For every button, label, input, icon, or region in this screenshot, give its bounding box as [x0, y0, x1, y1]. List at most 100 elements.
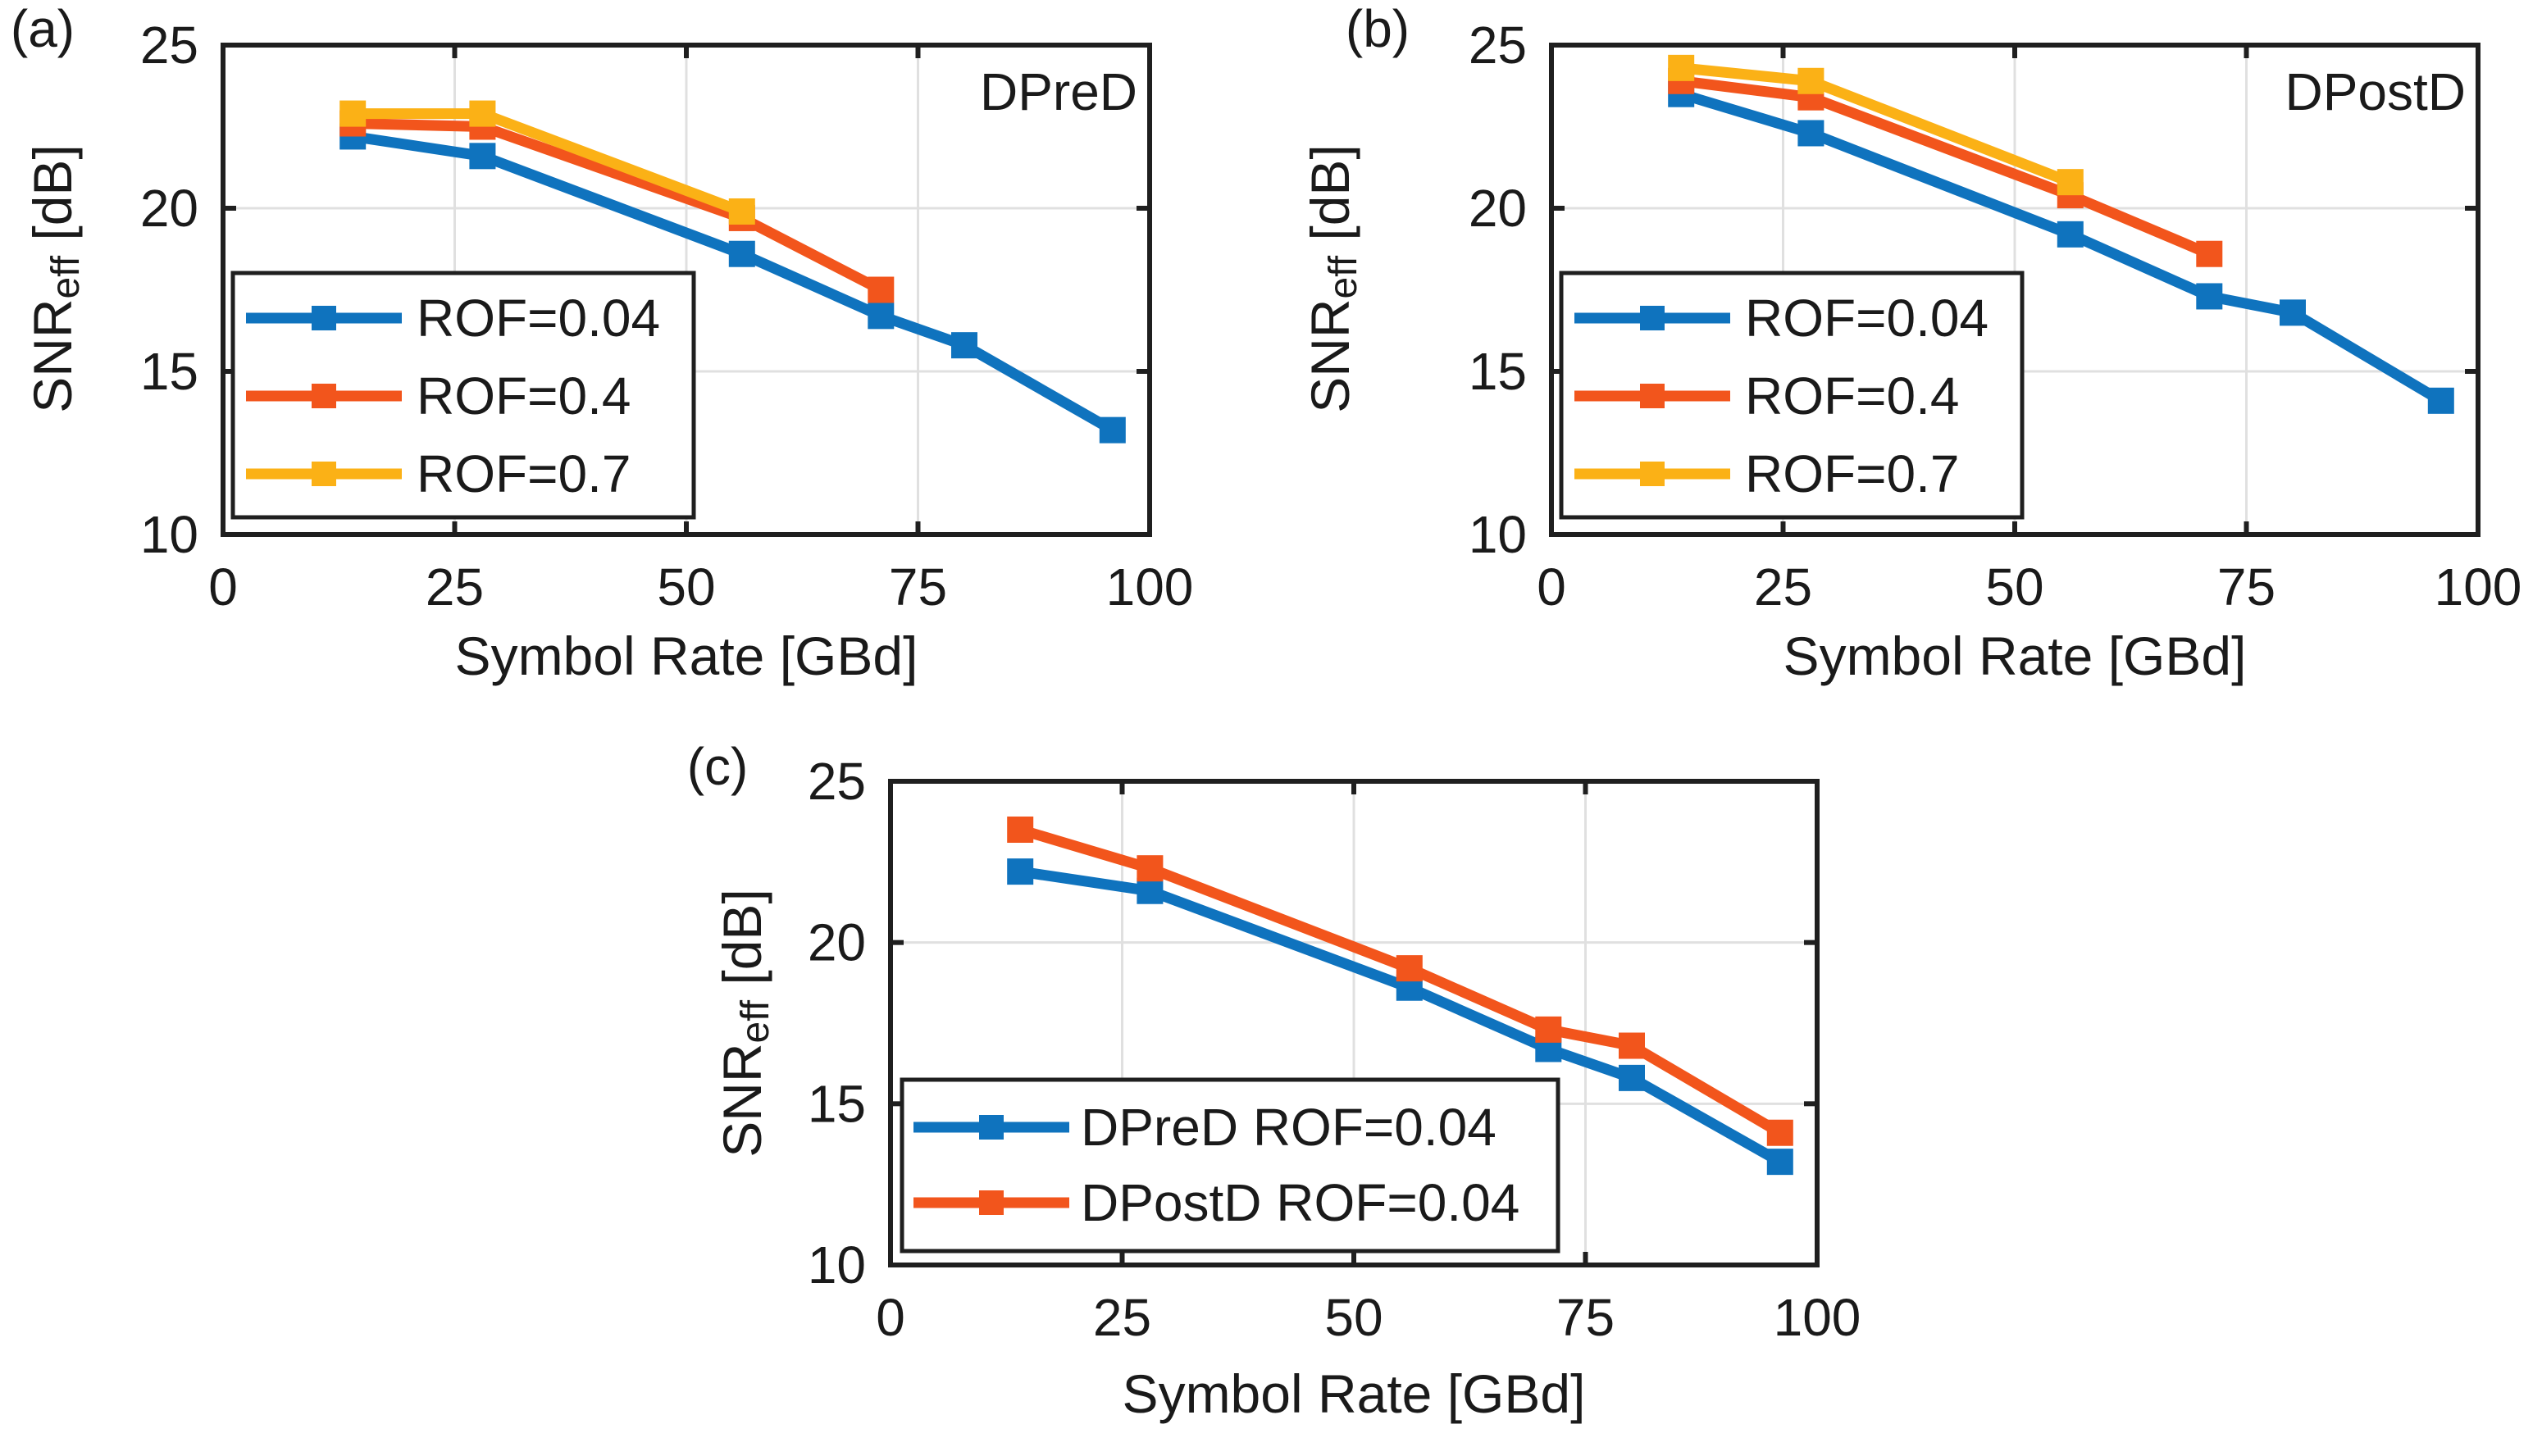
series-marker-DPostD ROF=0.04 [1007, 817, 1034, 843]
series-marker-ROF=0.7 [469, 100, 496, 127]
series-marker-ROF=0.04 [728, 240, 755, 267]
series-line-ROF=0.04 [352, 131, 1116, 435]
series-marker-ROF=0.04 [2280, 299, 2306, 326]
y-tick-label-25: 25 [140, 16, 198, 75]
series-marker-ROF=0.4 [868, 276, 895, 303]
series-marker-DPostD ROF=0.04 [1396, 955, 1423, 982]
legend-sample-marker-ROF=0.7 [1640, 462, 1665, 486]
ylabel-main: SNR [712, 1043, 772, 1157]
y-tick-label-10: 10 [808, 1235, 866, 1294]
legend-sample-marker-ROF=0.7 [312, 462, 336, 486]
series-line-ROF=0.4 [1680, 75, 2212, 259]
legend-sample-marker-ROF=0.04 [312, 306, 336, 330]
panel-b-xaxis-label: Symbol Rate [GBd] [1784, 626, 2247, 686]
series-marker-ROF=0.04 [2196, 283, 2223, 310]
series-marker-ROF=0.04 [469, 143, 496, 170]
x-tick-label-25: 25 [1754, 557, 1812, 617]
series-marker-DPostD ROF=0.04 [1619, 1032, 1645, 1059]
series-marker-DPostD ROF=0.04 [1766, 1119, 1793, 1146]
panel-c-letter: (c) [687, 737, 749, 796]
legend-box [900, 1077, 1560, 1254]
ylabel-unit: [dB] [22, 144, 83, 256]
panel-c-yaxis-label: SNReff [dB] [712, 889, 777, 1158]
x-tick-label-25: 25 [1093, 1288, 1151, 1347]
ylabel-main: SNR [22, 298, 83, 412]
series-marker-DPreD ROF=0.04 [1007, 858, 1034, 885]
x-tick-label-75: 75 [889, 557, 947, 617]
y-tick-label-15: 15 [140, 342, 198, 401]
x-tick-label-75: 75 [2217, 557, 2276, 617]
series-marker-DPostD ROF=0.04 [1535, 1016, 1562, 1043]
legend-entry-label-ROF=0.04: ROF=0.04 [417, 289, 660, 348]
panel-a-xaxis-label: Symbol Rate [GBd] [455, 626, 918, 686]
series-marker-ROF=0.04 [868, 303, 895, 330]
ylabel-main: SNR [1300, 298, 1360, 412]
ylabel-subscript: eff [734, 999, 777, 1043]
panel-a-title: DPreD [980, 62, 1137, 121]
legend-entry-label-DPreD ROF=0.04: DPreD ROF=0.04 [1081, 1098, 1496, 1157]
series-marker-ROF=0.04 [2427, 387, 2454, 414]
legend-sample-marker-ROF=0.04 [1640, 306, 1665, 330]
x-tick-label-25: 25 [426, 557, 484, 617]
series-marker-ROF=0.7 [339, 100, 367, 127]
y-tick-label-20: 20 [808, 913, 866, 972]
series-marker-ROF=0.04 [951, 332, 977, 359]
series-marker-ROF=0.4 [2196, 240, 2223, 267]
legend-entry-label-ROF=0.4: ROF=0.4 [1745, 366, 1959, 425]
panel-b-letter: (b) [1346, 0, 1410, 58]
ylabel-subscript: eff [1322, 255, 1365, 298]
panel-a-letter: (a) [11, 0, 75, 58]
x-tick-label-0: 0 [208, 557, 238, 617]
legend-entry-label-ROF=0.4: ROF=0.4 [417, 366, 631, 425]
series-marker-DPreD ROF=0.04 [1619, 1064, 1645, 1091]
series-marker-ROF=0.04 [2057, 221, 2084, 248]
panel-b: 0 25 50 75 100 10 15 20 25 ROF=0.04 ROF=0.4 ROF=0.7… [1300, 0, 2522, 686]
series-marker-ROF=0.04 [1797, 120, 1824, 147]
panel-b-yaxis-label: SNReff [dB] [1300, 144, 1365, 413]
y-tick-label-10: 10 [1469, 505, 1527, 564]
y-tick-label-20: 20 [1469, 179, 1527, 238]
series-marker-ROF=0.7 [728, 198, 755, 225]
series-line-ROF=0.04 [1679, 89, 2444, 406]
x-tick-label-50: 50 [1985, 557, 2043, 617]
legend-entry-label-ROF=0.04: ROF=0.04 [1745, 289, 1988, 348]
panel-c-plot: 0 25 50 75 100 10 15 20 25 DPreD ROF=0.04 DPostD R… [808, 752, 1861, 1347]
ylabel-subscript: eff [44, 255, 88, 298]
series-line-ROF=0.4 [353, 118, 884, 295]
y-tick-label-20: 20 [140, 179, 198, 238]
x-tick-label-50: 50 [1324, 1288, 1383, 1347]
panel-a-plot: 0 25 50 75 100 10 15 20 25 ROF=0.04 ROF=0.4 ROF=0.7 [140, 16, 1194, 617]
y-tick-label-15: 15 [808, 1074, 866, 1133]
legend-entry-label-DPostD ROF=0.04: DPostD ROF=0.04 [1081, 1173, 1519, 1232]
legend-sample-marker-DPreD ROF=0.04 [979, 1115, 1004, 1140]
y-tick-label-15: 15 [1469, 342, 1527, 401]
series-marker-ROF=0.7 [1668, 54, 1695, 81]
series-marker-DPostD ROF=0.04 [1137, 855, 1164, 882]
x-tick-label-0: 0 [876, 1288, 905, 1347]
legend-sample-marker-ROF=0.4 [1640, 384, 1665, 408]
panel-a: 0 25 50 75 100 10 15 20 25 ROF=0.04 ROF=0.4 ROF=0.7… [11, 0, 1194, 686]
x-tick-label-50: 50 [657, 557, 715, 617]
y-tick-label-25: 25 [1469, 16, 1527, 75]
x-tick-label-100: 100 [1106, 557, 1194, 617]
series-marker-ROF=0.04 [1099, 416, 1126, 444]
x-tick-label-100: 100 [1774, 1288, 1861, 1347]
legend-entry-label-ROF=0.7: ROF=0.7 [1745, 444, 1959, 503]
series-marker-ROF=0.7 [2057, 169, 2084, 196]
y-tick-label-10: 10 [140, 505, 198, 564]
series-line-DPostD ROF=0.04 [1018, 824, 1784, 1138]
legend-sample-marker-DPostD ROF=0.04 [979, 1190, 1004, 1215]
x-tick-label-75: 75 [1556, 1288, 1615, 1347]
series-marker-DPreD ROF=0.04 [1137, 877, 1164, 904]
ylabel-unit: [dB] [1300, 144, 1360, 256]
series-marker-ROF=0.7 [1797, 67, 1824, 94]
ylabel-unit: [dB] [712, 889, 772, 1000]
legend-sample-marker-ROF=0.4 [312, 384, 336, 408]
panel-c-xaxis-label: Symbol Rate [GBd] [1123, 1363, 1586, 1424]
series-marker-DPreD ROF=0.04 [1766, 1149, 1793, 1176]
series-line-DPreD ROF=0.04 [1019, 866, 1784, 1167]
x-tick-label-100: 100 [2435, 557, 2522, 617]
legend-entry-label-ROF=0.7: ROF=0.7 [417, 444, 631, 503]
